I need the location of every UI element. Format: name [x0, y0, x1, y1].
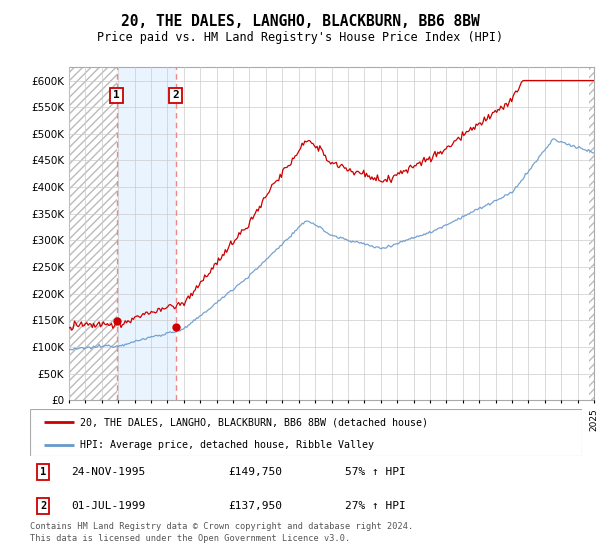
Text: £149,750: £149,750 — [229, 467, 283, 477]
Text: 1: 1 — [40, 467, 46, 477]
Text: 2: 2 — [172, 91, 179, 100]
Text: 57% ↑ HPI: 57% ↑ HPI — [344, 467, 406, 477]
Text: 1: 1 — [113, 91, 120, 100]
Text: HPI: Average price, detached house, Ribble Valley: HPI: Average price, detached house, Ribb… — [80, 440, 374, 450]
Text: 01-JUL-1999: 01-JUL-1999 — [71, 501, 146, 511]
Text: 27% ↑ HPI: 27% ↑ HPI — [344, 501, 406, 511]
Text: 24-NOV-1995: 24-NOV-1995 — [71, 467, 146, 477]
Bar — [589, 67, 594, 400]
Text: 2: 2 — [40, 501, 46, 511]
Text: Contains HM Land Registry data © Crown copyright and database right 2024.
This d: Contains HM Land Registry data © Crown c… — [30, 522, 413, 543]
Bar — [116, 67, 176, 400]
Bar — [69, 67, 116, 400]
Text: 20, THE DALES, LANGHO, BLACKBURN, BB6 8BW (detached house): 20, THE DALES, LANGHO, BLACKBURN, BB6 8B… — [80, 417, 428, 427]
Text: Price paid vs. HM Land Registry's House Price Index (HPI): Price paid vs. HM Land Registry's House … — [97, 31, 503, 44]
Text: £137,950: £137,950 — [229, 501, 283, 511]
Text: 20, THE DALES, LANGHO, BLACKBURN, BB6 8BW: 20, THE DALES, LANGHO, BLACKBURN, BB6 8B… — [121, 14, 479, 29]
